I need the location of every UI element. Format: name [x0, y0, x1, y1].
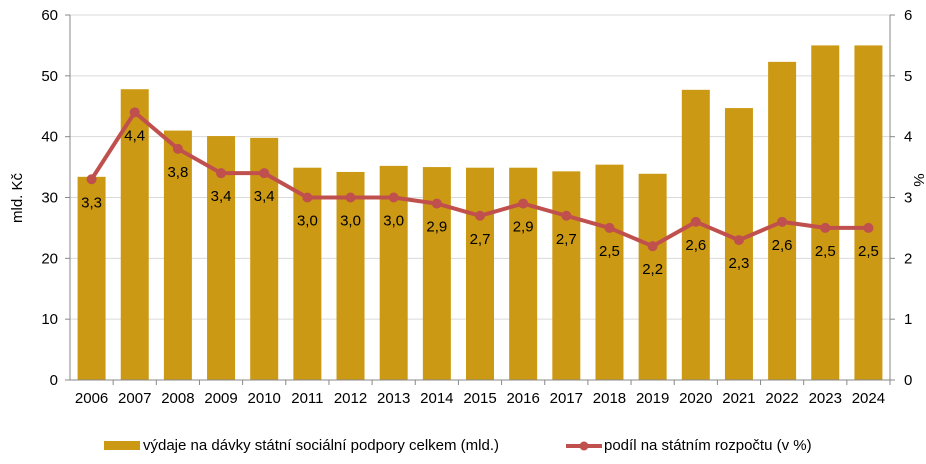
bar-2011: [293, 167, 322, 380]
data-label: 4,4: [124, 127, 145, 144]
data-label: 2,6: [685, 237, 706, 254]
line-point-2015: [475, 210, 485, 221]
bar-2012: [336, 171, 365, 380]
x-tick-label: 2009: [204, 390, 237, 407]
line-point-2006: [86, 174, 97, 185]
bar-2020: [681, 89, 710, 380]
x-tick-label: 2015: [463, 390, 496, 407]
data-label: 3,3: [81, 194, 102, 211]
y2-axis-label: %: [910, 173, 926, 186]
data-label: 3,4: [211, 188, 232, 205]
data-label: 3,0: [297, 213, 318, 230]
data-label: 3,0: [383, 213, 404, 230]
x-tick-label: 2010: [248, 390, 281, 407]
line-point-2021: [733, 235, 744, 246]
line-point-2014: [431, 198, 442, 209]
y-tick-label: 40: [41, 129, 58, 146]
data-label: 2,5: [599, 243, 620, 260]
x-tick-label: 2011: [291, 390, 323, 407]
data-label: 3,0: [340, 213, 361, 230]
y2-tick-label: 1: [904, 311, 912, 328]
data-label: 3,4: [254, 188, 275, 205]
data-label: 3,8: [167, 164, 188, 181]
x-tick-label: 2023: [809, 390, 842, 407]
line-point-2019: [647, 241, 658, 252]
line-point-2022: [777, 216, 788, 227]
line-point-2010: [259, 168, 270, 179]
legend-item-bars: výdaje na dávky státní sociální podpory …: [104, 437, 499, 454]
y2-tick-label: 0: [904, 372, 912, 389]
y2-tick-label: 3: [904, 190, 912, 207]
data-label: 2,3: [729, 255, 750, 272]
x-tick-label: 2012: [334, 390, 367, 407]
bar-2024: [854, 45, 883, 381]
x-tick-label: 2006: [75, 390, 108, 407]
bar-2023: [811, 45, 840, 381]
bar-2015: [466, 167, 494, 380]
x-tick-label: 2024: [852, 390, 885, 407]
x-tick-label: 2014: [420, 390, 453, 407]
legend-item-line: podíl na státním rozpočtu (v %): [566, 437, 812, 454]
y-tick-label: 50: [41, 68, 58, 85]
line-point-2007: [129, 107, 140, 118]
y-tick-label: 60: [41, 7, 58, 24]
x-tick-label: 2008: [161, 390, 194, 407]
line-point-2009: [216, 168, 227, 179]
y2-tick-label: 6: [904, 7, 912, 24]
data-label: 2,9: [426, 219, 447, 236]
legend-line-swatch: [566, 441, 602, 450]
x-tick-label: 2017: [550, 390, 583, 407]
y-tick-label: 30: [41, 190, 58, 207]
y2-tick-label: 2: [904, 250, 912, 267]
bar-2017: [552, 171, 581, 380]
y-tick-label: 20: [41, 250, 58, 267]
bar-2019: [638, 173, 667, 380]
x-tick-label: 2018: [593, 390, 626, 407]
bar-2006: [77, 176, 106, 380]
legend-label: výdaje na dávky státní sociální podpory …: [143, 437, 499, 454]
data-label: 2,7: [470, 231, 491, 248]
line-point-2012: [345, 192, 356, 203]
line-point-2013: [388, 192, 399, 203]
line-point-2008: [172, 143, 183, 154]
x-tick-label: 2019: [636, 390, 669, 407]
bar-2007: [120, 89, 149, 380]
x-tick-label: 2021: [722, 390, 755, 407]
data-label: 2,2: [642, 261, 663, 278]
bar-2018: [595, 164, 624, 380]
data-label: 2,5: [815, 243, 836, 260]
line-point-2024: [863, 222, 874, 233]
line-point-2018: [604, 222, 615, 233]
data-label: 2,7: [556, 231, 577, 248]
y-tick-label: 0: [50, 372, 58, 389]
line-point-2020: [690, 216, 701, 227]
y2-tick-label: 5: [904, 68, 912, 85]
line-point-2016: [518, 198, 529, 209]
y-axis-label: mld. Kč: [9, 172, 26, 223]
y2-tick-label: 4: [904, 129, 912, 146]
data-label: 2,9: [513, 219, 534, 236]
data-label: 2,6: [772, 237, 793, 254]
line-point-2023: [820, 222, 831, 233]
x-tick-label: 2013: [377, 390, 410, 407]
x-tick-label: 2007: [118, 390, 151, 407]
line-point-2011: [302, 192, 313, 203]
y-tick-label: 10: [41, 311, 58, 328]
chart-svg: 3,3 4,4 3,8 3,4 3,4 3,0 3,0 3,0 2,9 2,7 2,9 2,7 2,5 2…: [9, 7, 926, 407]
x-tick-label: 2022: [765, 390, 798, 407]
legend-bar-swatch: [104, 441, 140, 450]
x-tick-label: 2016: [506, 390, 539, 407]
line-point-2017: [561, 210, 572, 221]
bar-2008: [163, 130, 192, 380]
x-tick-label: 2020: [679, 390, 712, 407]
legend-label: podíl na státním rozpočtu (v %): [604, 437, 812, 454]
data-label: 2,5: [858, 243, 879, 260]
